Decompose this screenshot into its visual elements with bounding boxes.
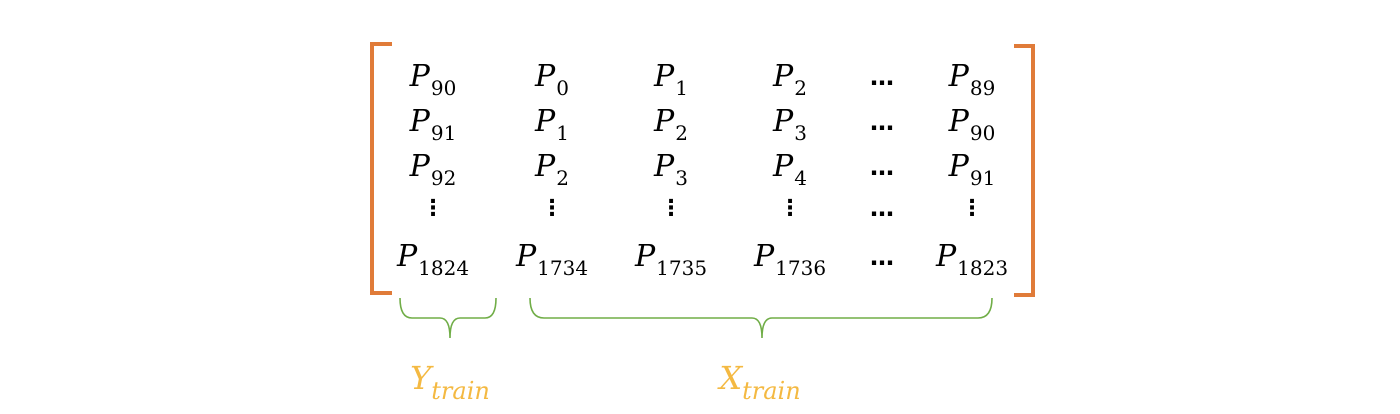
entry-symbol: P	[535, 59, 556, 94]
horizontal-ellipsis: …	[817, 52, 947, 102]
matrix-entry: P1734	[487, 232, 617, 282]
entry-subscript: 90	[430, 76, 457, 100]
vdots-glyph: ⋮	[422, 195, 444, 221]
entry-subscript: 90	[969, 121, 996, 145]
matrix-entry: P91	[907, 142, 1037, 192]
hdots-glyph: …	[870, 108, 894, 136]
horizontal-ellipsis: …	[817, 183, 947, 233]
entry-subscript: 4	[794, 166, 807, 190]
left-bracket	[370, 42, 392, 295]
entry-subscript: 0	[556, 76, 569, 100]
entry-subscript: 3	[794, 121, 807, 145]
x-train-base: X	[719, 359, 743, 397]
hdots-glyph: …	[870, 194, 894, 222]
y-train-label: Ytrain	[390, 348, 510, 408]
matrix-entry: P1824	[368, 232, 498, 282]
entry-symbol: P	[396, 239, 418, 274]
y-train-brace	[399, 297, 497, 339]
entry-subscript: 1824	[418, 256, 470, 280]
vertical-ellipsis: ⋮	[907, 183, 1037, 233]
matrix-entry: P1	[487, 97, 617, 147]
matrix-entry: P4	[725, 142, 855, 192]
entry-symbol: P	[654, 59, 675, 94]
entry-symbol: P	[948, 59, 969, 94]
entry-subscript: 2	[675, 121, 688, 145]
vdots-glyph: ⋮	[660, 195, 682, 221]
entry-symbol: P	[654, 149, 675, 184]
entry-symbol: P	[654, 104, 675, 139]
entry-subscript: 89	[969, 76, 996, 100]
right-bracket	[1014, 44, 1035, 297]
entry-subscript: 91	[969, 166, 996, 190]
matrix-entry: P2	[606, 97, 736, 147]
horizontal-ellipsis: …	[817, 142, 947, 192]
entry-symbol: P	[409, 149, 430, 184]
entry-symbol: P	[948, 104, 969, 139]
entry-symbol: P	[773, 149, 794, 184]
matrix-entry: P2	[487, 142, 617, 192]
entry-subscript: 2	[556, 166, 569, 190]
matrix-entry: P91	[368, 97, 498, 147]
hdots-glyph: …	[870, 153, 894, 181]
x-train-subscript: train	[742, 377, 801, 405]
entry-subscript: 1	[675, 76, 688, 100]
entry-subscript: 1735	[656, 256, 708, 280]
y-train-base: Y	[410, 359, 432, 397]
matrix-entry: P92	[368, 142, 498, 192]
matrix-entry: P1735	[606, 232, 736, 282]
horizontal-ellipsis: …	[817, 232, 947, 282]
entry-symbol: P	[634, 239, 656, 274]
vertical-ellipsis: ⋮	[487, 183, 617, 233]
vdots-glyph: ⋮	[779, 195, 801, 221]
entry-subscript: 91	[430, 121, 457, 145]
matrix-entry: P90	[907, 97, 1037, 147]
matrix-entry: P1823	[907, 232, 1037, 282]
entry-subscript: 3	[675, 166, 688, 190]
entry-symbol: P	[773, 104, 794, 139]
vdots-glyph: ⋮	[541, 195, 563, 221]
hdots-glyph: …	[870, 63, 894, 91]
vertical-ellipsis: ⋮	[606, 183, 736, 233]
y-train-subscript: train	[431, 377, 490, 405]
matrix-entry: P2	[725, 52, 855, 102]
entry-symbol: P	[535, 104, 556, 139]
entry-symbol: P	[773, 59, 794, 94]
matrix-entry: P90	[368, 52, 498, 102]
entry-subscript: 1734	[537, 256, 589, 280]
entry-symbol: P	[535, 149, 556, 184]
matrix-entry: P3	[606, 142, 736, 192]
entry-symbol: P	[948, 149, 969, 184]
entry-symbol: P	[753, 239, 775, 274]
matrix-entry: P89	[907, 52, 1037, 102]
entry-symbol: P	[515, 239, 537, 274]
entry-symbol: P	[409, 104, 430, 139]
x-train-brace	[529, 297, 993, 339]
entry-subscript: 2	[794, 76, 807, 100]
vertical-ellipsis: ⋮	[368, 183, 498, 233]
horizontal-ellipsis: …	[817, 97, 947, 147]
vdots-glyph: ⋮	[961, 195, 983, 221]
entry-subscript: 1	[556, 121, 569, 145]
entry-subscript: 92	[430, 166, 457, 190]
entry-symbol: P	[935, 239, 957, 274]
entry-symbol: P	[409, 59, 430, 94]
hdots-glyph: …	[870, 243, 894, 271]
entry-subscript: 1823	[957, 256, 1009, 280]
matrix-entry: P1	[606, 52, 736, 102]
entry-subscript: 1736	[775, 256, 827, 280]
x-train-label: Xtrain	[700, 348, 820, 408]
matrix-entry: P1736	[725, 232, 855, 282]
vertical-ellipsis: ⋮	[725, 183, 855, 233]
matrix-entry: P0	[487, 52, 617, 102]
matrix-entry: P3	[725, 97, 855, 147]
